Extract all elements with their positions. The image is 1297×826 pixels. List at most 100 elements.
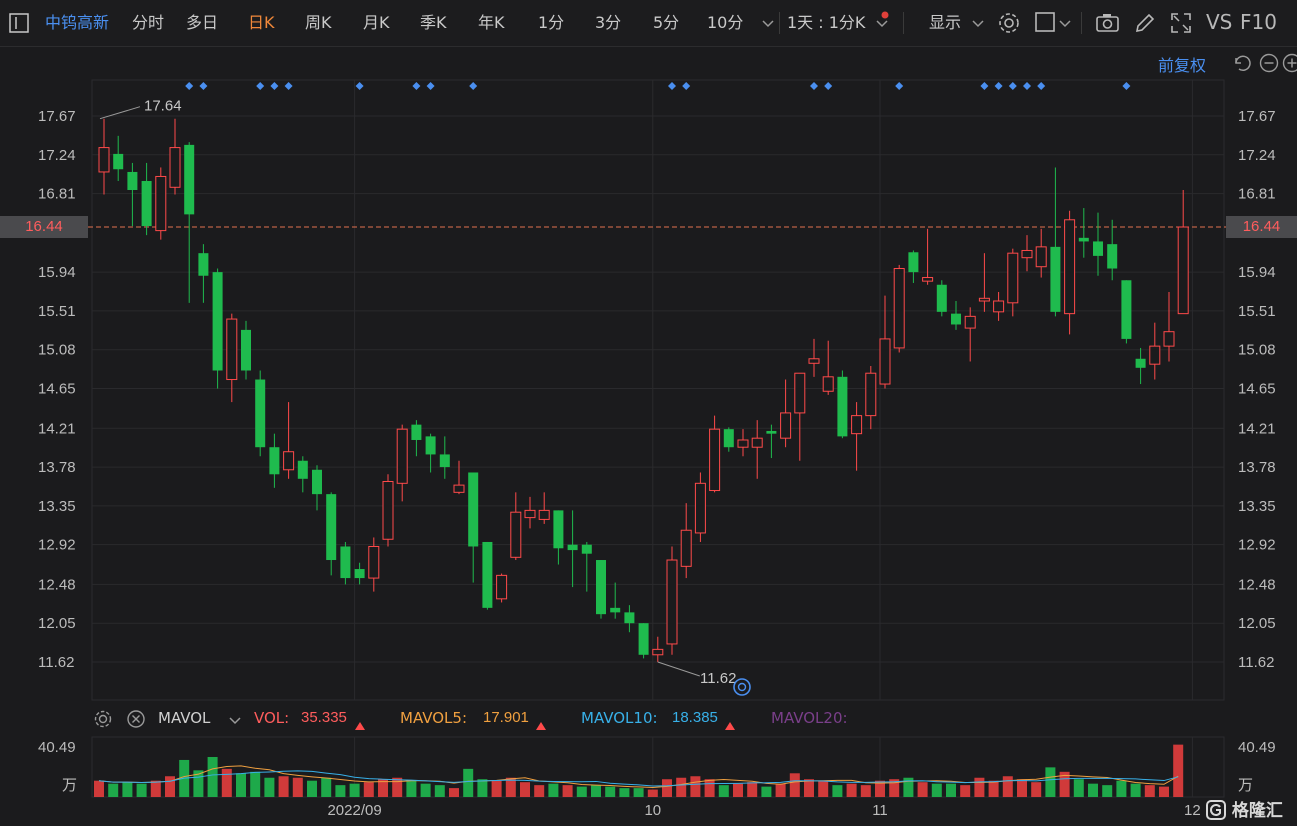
volume-bar <box>846 783 857 797</box>
ma20-label: MAVOL20: <box>771 709 848 727</box>
undo-icon[interactable] <box>1231 53 1251 75</box>
price-tick-label-left: 15.08 <box>38 342 76 359</box>
volume-bar <box>789 773 800 797</box>
candle-body <box>822 376 834 392</box>
volume-bar <box>704 779 715 797</box>
candle-body <box>865 372 877 417</box>
candle <box>524 496 536 529</box>
tab-1min[interactable]: 1分 <box>538 13 565 32</box>
price-tick-label-right: 13.78 <box>1238 459 1276 476</box>
volume-bar <box>562 785 573 797</box>
candle-body <box>510 511 522 558</box>
indicator-bar: MAVOL VOL: 35.335 MAVOL5: 17.901 MAVOL10… <box>0 706 1297 732</box>
f10-button[interactable]: F10 <box>1240 10 1277 34</box>
candle <box>879 295 891 389</box>
brand-logo: 格隆汇 <box>1206 796 1283 825</box>
price-tick-label-right: 12.48 <box>1238 576 1276 593</box>
candle-body <box>382 481 394 540</box>
tab-niank[interactable]: 年K <box>478 13 505 32</box>
high-annotation-line <box>99 106 141 120</box>
candle-body <box>951 313 961 325</box>
volume-bar <box>534 785 545 797</box>
candle-body <box>1050 246 1061 312</box>
camera-icon[interactable] <box>1095 12 1121 34</box>
volume-bar <box>804 779 814 797</box>
indicator-close-icon[interactable] <box>126 709 146 733</box>
event-marker <box>185 82 194 90</box>
vs-button[interactable]: VS <box>1206 10 1233 34</box>
tab-10min[interactable]: 10分 <box>707 13 744 32</box>
ma10-label: MAVOL10: <box>581 709 658 727</box>
candle-body <box>1135 358 1146 368</box>
candle-body <box>993 300 1005 313</box>
tab-fenshi[interactable]: 分时 <box>132 13 165 32</box>
sidebar-toggle-icon[interactable] <box>9 13 29 33</box>
draw-pen-icon[interactable] <box>1134 12 1156 34</box>
volume-bar <box>747 782 758 797</box>
candle-body <box>340 546 351 579</box>
candle <box>908 250 919 283</box>
candle <box>1078 208 1089 258</box>
zoom-in-icon[interactable] <box>1282 53 1297 75</box>
price-tick-label-left: 17.67 <box>38 108 76 125</box>
indicator-settings-icon[interactable] <box>93 709 113 733</box>
candle <box>368 537 380 592</box>
indicator-name[interactable]: MAVOL <box>158 709 211 727</box>
chevron-down-icon[interactable] <box>1059 16 1071 38</box>
layout-icon[interactable] <box>1035 12 1057 34</box>
candle-body <box>567 544 578 551</box>
volume-bar <box>165 776 175 797</box>
chevron-down-icon[interactable] <box>762 16 774 38</box>
tab-duori[interactable]: 多日 <box>186 13 219 32</box>
stock-name[interactable]: 中钨高新 <box>45 13 110 32</box>
volume-panel-frame <box>91 736 1225 798</box>
volume-bar <box>236 773 246 797</box>
adjust-mode-button[interactable]: 前复权 <box>1158 56 1207 75</box>
date-label: 11 <box>872 802 888 819</box>
candle-body <box>113 153 124 170</box>
tab-rik[interactable]: 日K <box>248 13 275 32</box>
volume-bar <box>1002 776 1013 797</box>
display-button[interactable]: 显示 <box>929 13 962 32</box>
candle-body <box>638 623 649 655</box>
price-tick-label-left: 16.81 <box>38 186 76 203</box>
volume-tick-label-left: 40.49 <box>38 739 76 756</box>
kline-chart[interactable]: 17.67 17.67 17.24 17.24 16.81 16.81 15.94 15.94… <box>0 46 1297 826</box>
volume-bar <box>576 786 587 797</box>
chevron-down-icon[interactable] <box>972 16 984 38</box>
chevron-down-icon[interactable] <box>876 16 888 38</box>
zoom-out-icon[interactable] <box>1259 53 1279 75</box>
period-combo[interactable]: 1天 : 1分K <box>787 13 866 32</box>
tab-jik[interactable]: 季K <box>420 13 447 32</box>
event-marker <box>895 82 904 90</box>
candle <box>837 370 848 439</box>
volume-bar <box>718 785 729 797</box>
volume-bar <box>733 783 743 797</box>
low-annotation-line <box>657 661 700 677</box>
tab-5min[interactable]: 5分 <box>653 13 680 32</box>
candle <box>1093 212 1103 276</box>
candle-body <box>624 612 635 624</box>
price-tick-label-right: 14.65 <box>1238 381 1276 398</box>
candle-body <box>596 560 606 615</box>
volume-unit-label-left: 万 <box>62 776 77 794</box>
event-marker <box>994 82 1003 90</box>
candle-body <box>127 171 138 191</box>
settings-icon[interactable] <box>997 11 1021 33</box>
tab-3min[interactable]: 3分 <box>595 13 622 32</box>
candle-body <box>780 412 792 439</box>
candle-body <box>524 509 536 519</box>
tab-zhouk[interactable]: 周K <box>305 13 332 32</box>
candle-body <box>1007 252 1019 304</box>
candle-body <box>1107 244 1118 269</box>
up-arrow-icon <box>536 716 546 734</box>
event-marker <box>1008 82 1017 90</box>
vol-label: VOL: <box>254 709 290 727</box>
chevron-down-icon[interactable] <box>229 713 241 731</box>
candle-body <box>212 272 223 371</box>
candle-body <box>354 569 365 579</box>
candle <box>1135 347 1146 385</box>
vol-value: 35.335 <box>301 709 347 726</box>
tab-yuek[interactable]: 月K <box>363 13 390 32</box>
fullscreen-icon[interactable] <box>1170 12 1192 34</box>
